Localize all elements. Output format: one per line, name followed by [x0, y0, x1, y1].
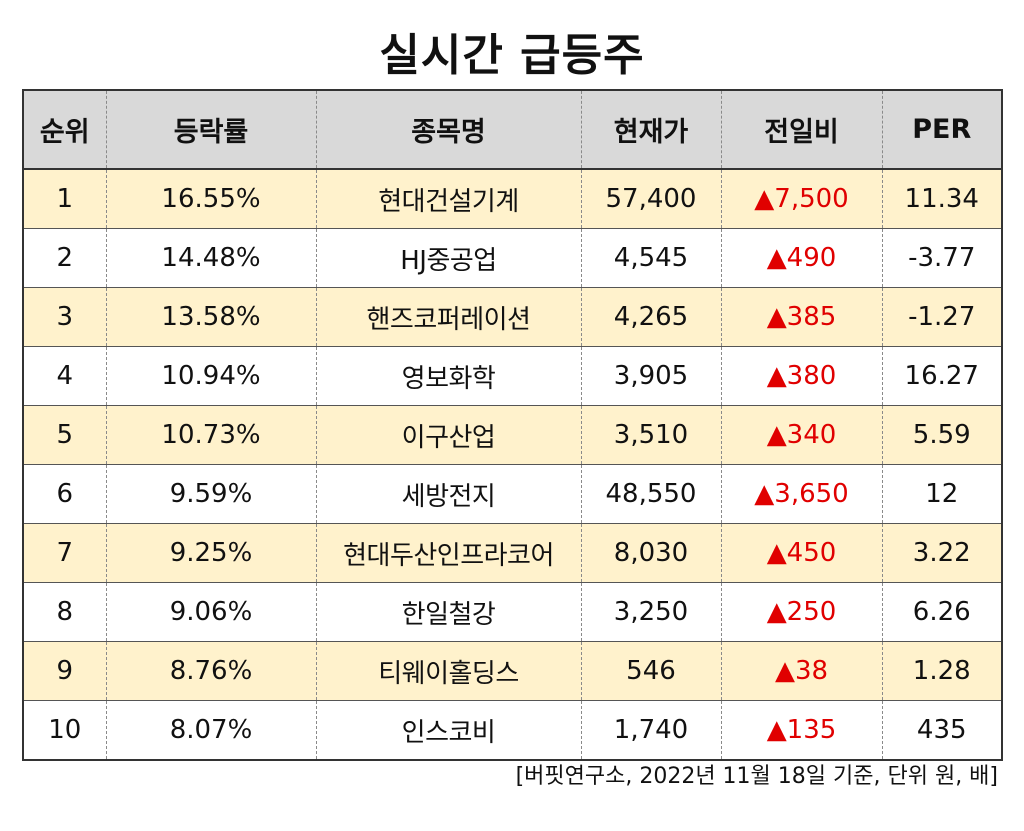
current-price-cell: 4,265 — [580, 287, 722, 347]
change-rate-cell: 9.59% — [105, 464, 317, 524]
table-row: 1 16.55% 현대건설기계 57,400 ▲7,500 11.34 — [22, 169, 1003, 229]
per-cell: 16.27 — [881, 346, 1003, 406]
rank-cell: 7 — [22, 523, 107, 583]
current-price-cell: 1,740 — [580, 700, 722, 761]
rank-cell: 5 — [22, 405, 107, 465]
current-price-cell: 3,250 — [580, 582, 722, 642]
rank-cell: 4 — [22, 346, 107, 406]
header-stock-name: 종목명 — [315, 89, 582, 170]
per-cell: 3.22 — [881, 523, 1003, 583]
per-cell: 435 — [881, 700, 1003, 761]
day-change-cell: ▲7,500 — [720, 169, 883, 229]
rank-cell: 9 — [22, 641, 107, 701]
rank-cell: 6 — [22, 464, 107, 524]
table-row: 5 10.73% 이구산업 3,510 ▲340 5.59 — [22, 405, 1003, 465]
page-title: 실시간 급등주 — [379, 30, 645, 81]
table-row: 10 8.07% 인스코비 1,740 ▲135 435 — [22, 700, 1003, 761]
header-change-rate: 등락률 — [105, 89, 317, 170]
current-price-cell: 3,510 — [580, 405, 722, 465]
change-rate-cell: 10.73% — [105, 405, 317, 465]
day-change-cell: ▲385 — [720, 287, 883, 347]
day-change-cell: ▲250 — [720, 582, 883, 642]
rank-cell: 3 — [22, 287, 107, 347]
stock-name-cell: 핸즈코퍼레이션 — [315, 287, 582, 347]
current-price-cell: 3,905 — [580, 346, 722, 406]
per-cell: 1.28 — [881, 641, 1003, 701]
stock-name-cell: 현대건설기계 — [315, 169, 582, 229]
per-cell: -3.77 — [881, 228, 1003, 288]
per-cell: 5.59 — [881, 405, 1003, 465]
day-change-cell: ▲340 — [720, 405, 883, 465]
current-price-cell: 4,545 — [580, 228, 722, 288]
table-header-row: 순위 등락률 종목명 현재가 전일비 PER — [22, 89, 1003, 170]
header-current-price: 현재가 — [580, 89, 722, 170]
current-price-cell: 48,550 — [580, 464, 722, 524]
day-change-cell: ▲3,650 — [720, 464, 883, 524]
table-row: 2 14.48% HJ중공업 4,545 ▲490 -3.77 — [22, 228, 1003, 288]
change-rate-cell: 16.55% — [105, 169, 317, 229]
table-row: 8 9.06% 한일철강 3,250 ▲250 6.26 — [22, 582, 1003, 642]
stock-name-cell: 티웨이홀딩스 — [315, 641, 582, 701]
current-price-cell: 8,030 — [580, 523, 722, 583]
stock-name-cell: 한일철강 — [315, 582, 582, 642]
per-cell: -1.27 — [881, 287, 1003, 347]
table-row: 7 9.25% 현대두산인프라코어 8,030 ▲450 3.22 — [22, 523, 1003, 583]
change-rate-cell: 9.06% — [105, 582, 317, 642]
stock-name-cell: 세방전지 — [315, 464, 582, 524]
header-per: PER — [881, 89, 1003, 170]
change-rate-cell: 14.48% — [105, 228, 317, 288]
table-row: 4 10.94% 영보화학 3,905 ▲380 16.27 — [22, 346, 1003, 406]
rank-cell: 2 — [22, 228, 107, 288]
per-cell: 6.26 — [881, 582, 1003, 642]
table-row: 6 9.59% 세방전지 48,550 ▲3,650 12 — [22, 464, 1003, 524]
current-price-cell: 57,400 — [580, 169, 722, 229]
stock-name-cell: 인스코비 — [315, 700, 582, 761]
day-change-cell: ▲450 — [720, 523, 883, 583]
table-row: 9 8.76% 티웨이홀딩스 546 ▲38 1.28 — [22, 641, 1003, 701]
source-footnote: [버핏연구소, 2022년 11월 18일 기준, 단위 원, 배] — [515, 764, 998, 789]
rank-cell: 1 — [22, 169, 107, 229]
change-rate-cell: 8.76% — [105, 641, 317, 701]
change-rate-cell: 8.07% — [105, 700, 317, 761]
change-rate-cell: 13.58% — [105, 287, 317, 347]
change-rate-cell: 10.94% — [105, 346, 317, 406]
day-change-cell: ▲490 — [720, 228, 883, 288]
per-cell: 12 — [881, 464, 1003, 524]
surging-stocks-table: 순위 등락률 종목명 현재가 전일비 PER 1 16.55% 현대건설기계 5… — [22, 89, 1003, 761]
stock-name-cell: HJ중공업 — [315, 228, 582, 288]
per-cell: 11.34 — [881, 169, 1003, 229]
rank-cell: 10 — [22, 700, 107, 761]
stock-name-cell: 이구산업 — [315, 405, 582, 465]
table-row: 3 13.58% 핸즈코퍼레이션 4,265 ▲385 -1.27 — [22, 287, 1003, 347]
day-change-cell: ▲135 — [720, 700, 883, 761]
header-rank: 순위 — [22, 89, 107, 170]
stock-name-cell: 영보화학 — [315, 346, 582, 406]
current-price-cell: 546 — [580, 641, 722, 701]
day-change-cell: ▲38 — [720, 641, 883, 701]
change-rate-cell: 9.25% — [105, 523, 317, 583]
header-day-change: 전일비 — [720, 89, 883, 170]
stock-name-cell: 현대두산인프라코어 — [315, 523, 582, 583]
rank-cell: 8 — [22, 582, 107, 642]
day-change-cell: ▲380 — [720, 346, 883, 406]
